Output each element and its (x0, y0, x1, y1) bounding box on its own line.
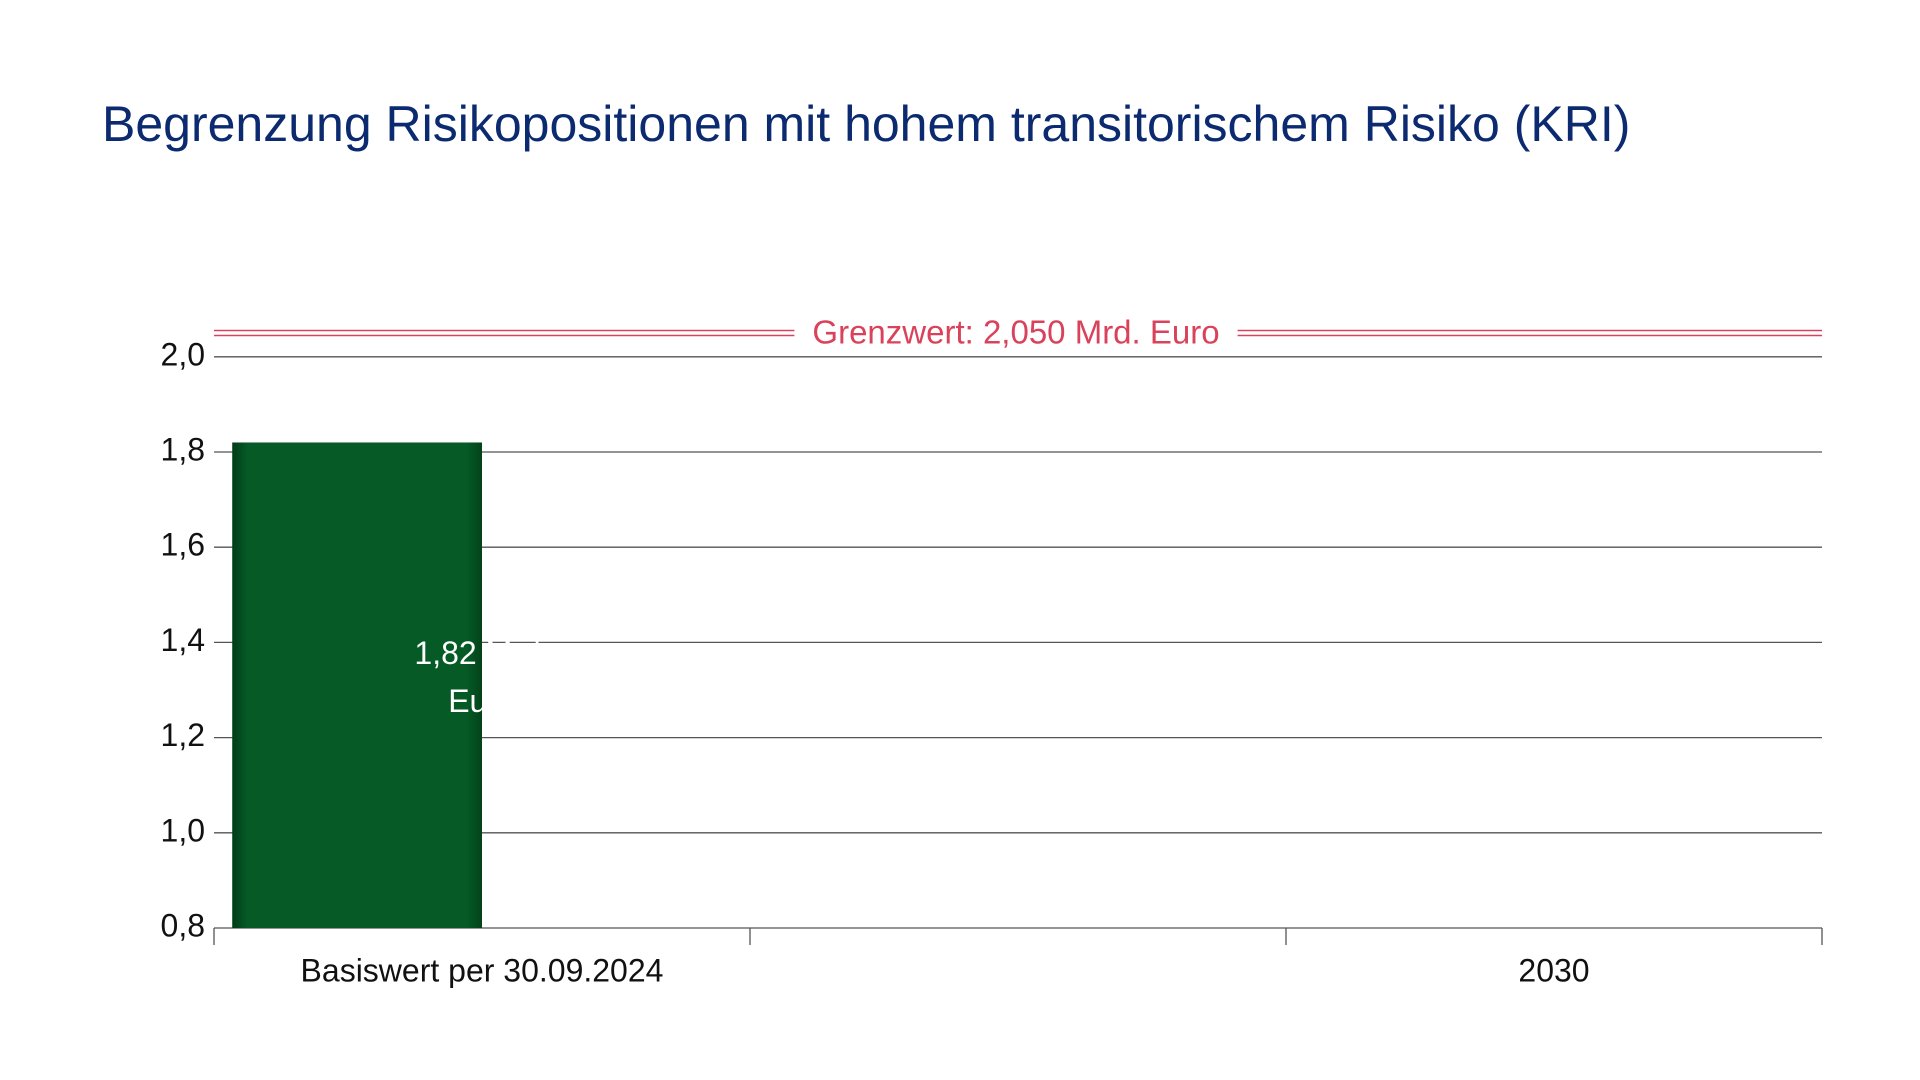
y-tick-label: 1,2 (161, 717, 205, 753)
y-tick-label: 0,8 (161, 907, 205, 943)
bar-value-label: 1,82 Mrd. Euro (414, 635, 550, 720)
bar (232, 442, 482, 928)
x-tick-label: Basiswert per 30.09.2024 (301, 952, 664, 988)
x-tick-label: 2030 (1518, 952, 1589, 988)
y-tick-label: 1,4 (161, 622, 205, 658)
y-tick-label: 1,0 (161, 812, 205, 848)
chart-title: Begrenzung Risikopositionen mit hohem tr… (102, 96, 1630, 152)
reference-label: Grenzwert: 2,050 Mrd. Euro (812, 314, 1219, 351)
y-tick-label: 2,0 (161, 336, 205, 372)
y-tick-label: 1,8 (161, 431, 205, 467)
y-tick-label: 1,6 (161, 527, 205, 563)
